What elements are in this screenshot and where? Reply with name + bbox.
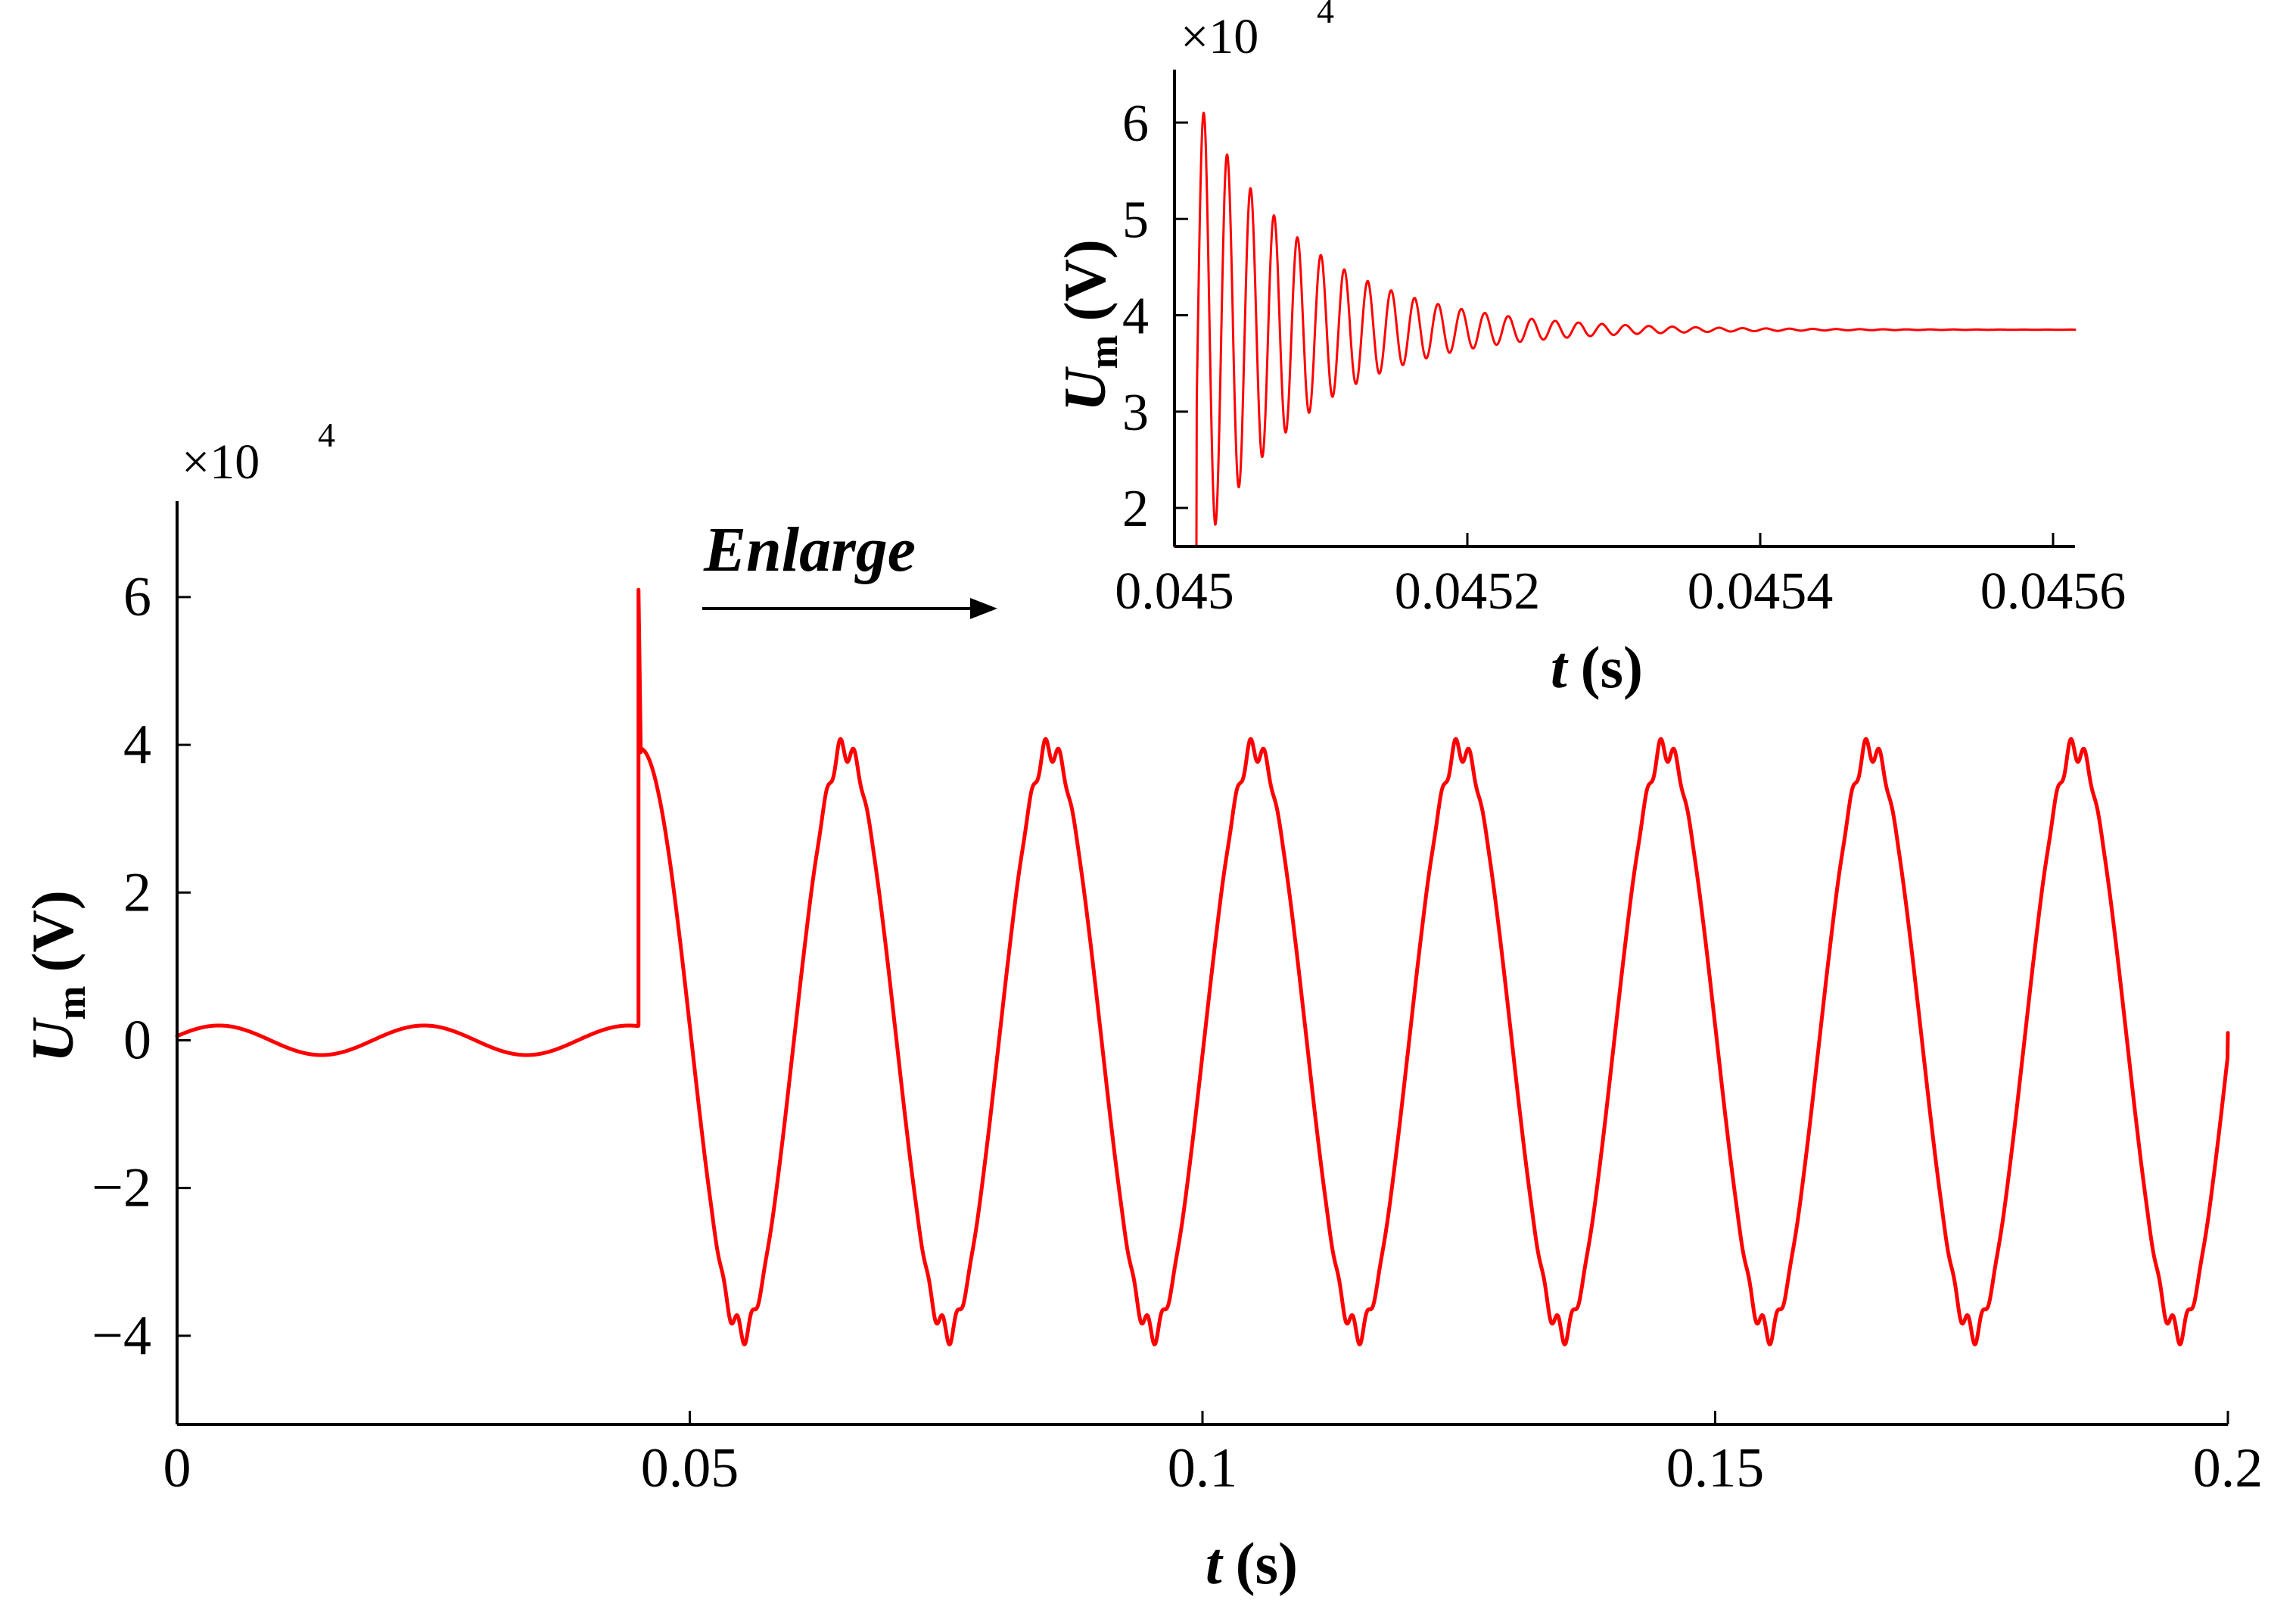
enlarge-annotation: Enlarge — [702, 515, 997, 619]
y-tick-label: 5 — [1122, 191, 1149, 249]
main-ticks: 0 0.05 0.1 0.15 0.2 −4 −2 0 2 4 6 — [92, 566, 2263, 1499]
enlarge-arrow-head — [970, 598, 997, 619]
y-tick-label: −2 — [92, 1157, 151, 1219]
y-tick-label: 2 — [1122, 480, 1149, 538]
y-tick-label: 6 — [1122, 95, 1149, 153]
enlarge-label: Enlarge — [703, 515, 916, 585]
inset-ylabel-var: U — [1052, 366, 1118, 412]
y-tick-label: 0 — [123, 1009, 151, 1071]
main-exponent-power: 4 — [318, 416, 335, 454]
inset-exponent: ×10 4 — [1181, 0, 1334, 64]
inset-y-axis-title: Um (V) — [1052, 239, 1126, 412]
main-xlabel-unit: (s) — [1236, 1530, 1298, 1596]
inset-ticks: 0.045 0.0452 0.0454 0.0456 2 3 4 5 6 — [1115, 95, 2126, 621]
inset-ylabel-unit: (V) — [1052, 239, 1118, 321]
inset-exponent-power: 4 — [1317, 0, 1334, 30]
main-ylabel-sub: m — [48, 985, 94, 1019]
x-tick-label: 0.05 — [641, 1437, 739, 1499]
x-tick-label: 0.1 — [1168, 1437, 1238, 1499]
main-x-axis-title: t (s) — [1206, 1530, 1298, 1596]
main-exponent-label: ×10 — [182, 434, 260, 490]
main-y-axis-title: Um (V) — [20, 890, 94, 1063]
x-tick-label: 0.0456 — [1980, 562, 2126, 621]
y-tick-label: 2 — [123, 861, 151, 923]
x-tick-label: 0.0454 — [1688, 562, 1834, 621]
main-xlabel-var: t — [1206, 1530, 1224, 1596]
main-ylabel-var: U — [20, 1017, 86, 1063]
y-tick-label: 6 — [123, 566, 151, 628]
y-tick-label: 4 — [123, 714, 151, 776]
inset-xlabel-unit: (s) — [1581, 634, 1643, 700]
y-tick-label: 4 — [1122, 288, 1149, 346]
y-tick-label: −4 — [92, 1305, 151, 1367]
y-tick-label: 3 — [1122, 384, 1149, 442]
inset-series-line — [1173, 111, 2077, 548]
inset-x-axis-title: t (s) — [1551, 634, 1643, 700]
x-tick-label: 0.2 — [2193, 1437, 2263, 1499]
main-ylabel-unit: (V) — [20, 890, 86, 972]
inset-xlabel-var: t — [1551, 634, 1569, 700]
x-tick-label: 0 — [163, 1437, 191, 1499]
x-tick-label: 0.0452 — [1395, 562, 1541, 621]
main-series-line — [175, 587, 2230, 1346]
inset-ylabel-sub: m — [1081, 335, 1126, 369]
main-exponent: ×10 4 — [182, 416, 335, 490]
inset-exponent-label: ×10 — [1181, 9, 1258, 64]
x-tick-label: 0.15 — [1666, 1437, 1765, 1499]
x-tick-label: 0.045 — [1115, 562, 1234, 621]
